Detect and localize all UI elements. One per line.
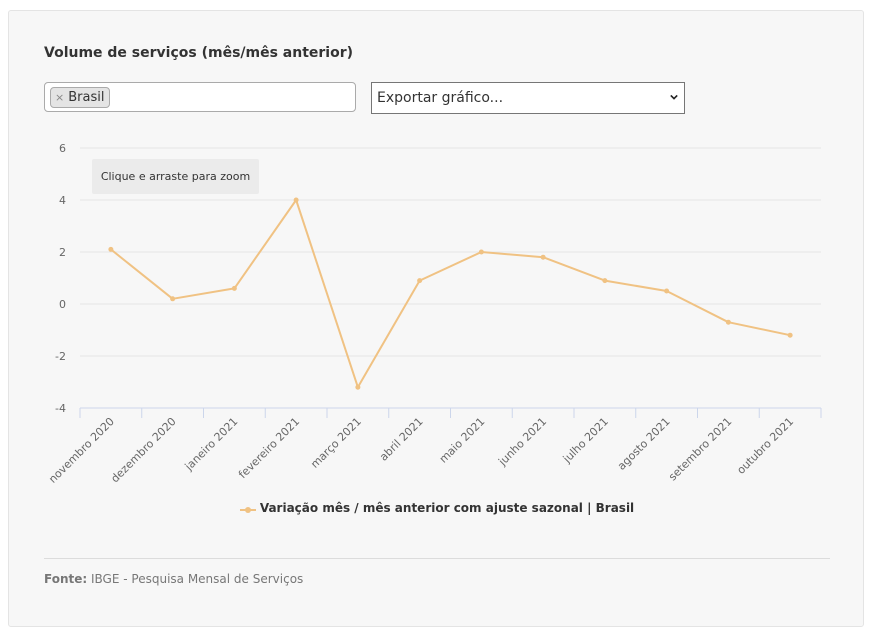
x-tick-label: janeiro 2021 (182, 415, 241, 474)
x-tick-label: novembro 2020 (46, 415, 117, 486)
x-tick-label: maio 2021 (437, 415, 488, 466)
region-filter-input[interactable]: × Brasil (44, 82, 356, 112)
chart-title: Volume de serviços (mês/mês anterior) (44, 45, 354, 61)
y-tick-label: 6 (59, 142, 66, 155)
chevron-down-icon (670, 94, 678, 100)
x-tick-label: abril 2021 (377, 415, 426, 464)
y-tick-label: -4 (55, 402, 66, 415)
x-tick-label: março 2021 (308, 415, 364, 471)
y-tick-label: 0 (59, 298, 66, 311)
chart-legend[interactable]: Variação mês / mês anterior com ajuste s… (9, 501, 865, 515)
data-point (725, 319, 731, 325)
data-point (787, 332, 793, 338)
y-tick-label: 4 (59, 194, 66, 207)
data-point (355, 384, 361, 390)
data-point (231, 285, 237, 291)
x-tick-label: fevereiro 2021 (236, 415, 302, 481)
data-point (170, 296, 176, 302)
region-chip-label: Brasil (68, 90, 105, 105)
data-point (664, 288, 670, 294)
data-point (417, 278, 423, 284)
zoom-hint-tooltip: Clique e arraste para zoom (92, 159, 259, 194)
region-chip: × Brasil (50, 87, 111, 108)
data-point (478, 249, 484, 255)
chart-card: Volume de serviços (mês/mês anterior) × … (8, 10, 864, 627)
source-note: Fonte: IBGE - Pesquisa Mensal de Serviço… (44, 572, 303, 586)
source-text: IBGE - Pesquisa Mensal de Serviços (91, 572, 304, 586)
series-line (110, 199, 791, 389)
legend-series-label: Variação mês / mês anterior com ajuste s… (259, 501, 635, 515)
data-point (602, 278, 608, 284)
x-tick-label: junho 2021 (495, 415, 549, 469)
x-tick-label: dezembro 2020 (108, 415, 178, 485)
x-tick-label: setembro 2021 (666, 415, 734, 483)
source-label: Fonte: (44, 572, 88, 586)
y-tick-label: -2 (55, 350, 66, 363)
y-tick-label: 2 (59, 246, 66, 259)
x-tick-label: outubro 2021 (734, 415, 796, 477)
export-chart-select[interactable]: Exportar gráfico... (371, 82, 685, 114)
data-point (540, 254, 546, 260)
footer-divider (44, 558, 830, 559)
legend-line-icon (239, 504, 256, 514)
remove-chip-icon[interactable]: × (55, 91, 65, 104)
data-point (293, 197, 299, 203)
x-tick-label: agosto 2021 (615, 415, 673, 473)
data-point (108, 246, 114, 252)
x-tick-label: julho 2021 (560, 415, 611, 466)
export-select-value: Exportar gráfico... (377, 90, 504, 106)
